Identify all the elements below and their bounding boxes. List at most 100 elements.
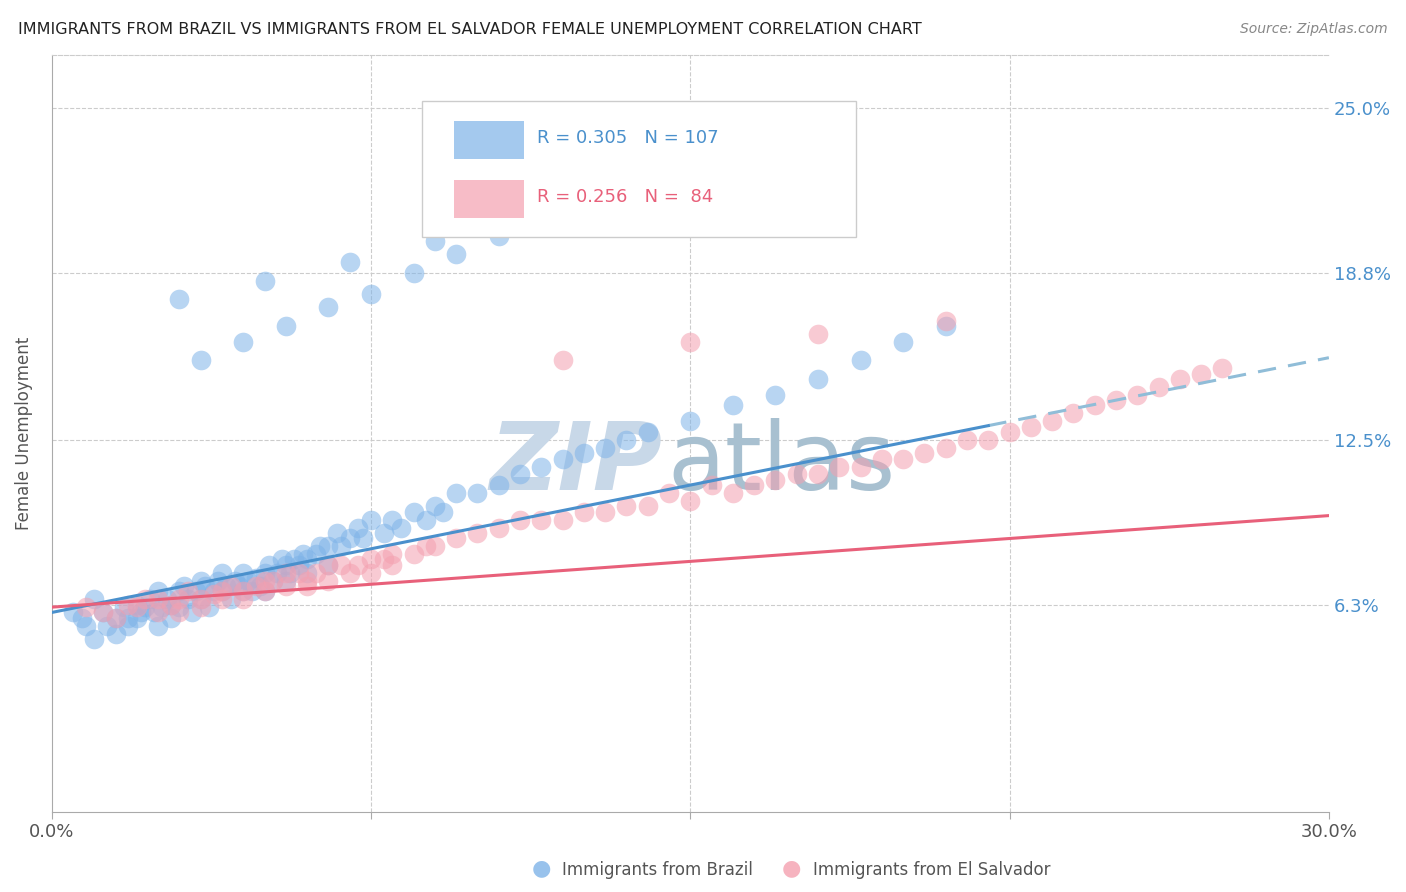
Point [253,274,276,288]
Point [849,459,872,474]
Point [339,566,361,580]
Point [551,353,574,368]
Point [347,558,370,572]
Point [488,478,510,492]
Point [373,552,395,566]
Point [1019,419,1042,434]
Text: Source: ZipAtlas.com: Source: ZipAtlas.com [1240,22,1388,37]
FancyBboxPatch shape [454,121,524,159]
Text: R = 0.256   N =  84: R = 0.256 N = 84 [537,188,713,206]
Point [935,313,957,327]
Point [295,579,318,593]
Point [467,525,489,540]
Point [190,574,212,588]
Point [190,592,212,607]
Point [232,584,254,599]
Point [278,566,301,580]
Point [194,579,217,593]
Y-axis label: Female Unemployment: Female Unemployment [15,336,32,530]
Point [253,574,276,588]
Point [104,626,127,640]
Point [637,500,659,514]
Point [104,611,127,625]
Point [488,520,510,534]
Point [318,539,340,553]
Point [330,539,353,553]
Point [373,525,395,540]
Point [211,584,233,599]
Point [62,606,84,620]
Point [318,558,340,572]
Point [219,579,242,593]
Point [360,566,382,580]
Point [236,574,259,588]
Point [488,228,510,243]
Point [274,558,297,572]
Point [96,619,118,633]
Point [742,478,765,492]
Point [160,598,183,612]
Text: R = 0.305   N = 107: R = 0.305 N = 107 [537,129,718,147]
Point [977,433,1000,447]
Point [402,266,425,280]
Point [637,425,659,439]
Point [360,287,382,301]
Point [117,598,139,612]
Text: ●: ● [531,859,551,879]
Point [339,255,361,269]
Point [138,592,160,607]
Point [330,558,353,572]
Point [423,234,446,248]
Point [287,566,309,580]
Point [148,592,170,607]
Point [891,451,914,466]
Point [305,547,328,561]
Point [142,606,165,620]
Point [765,388,787,402]
Point [148,619,170,633]
Point [291,547,314,561]
Point [169,600,191,615]
Point [253,584,276,599]
Point [807,467,830,482]
Point [117,611,139,625]
Point [169,592,191,607]
Point [828,459,851,474]
Point [721,486,744,500]
Point [177,584,200,599]
Point [381,512,404,526]
Point [551,451,574,466]
Point [211,592,233,607]
Point [134,592,156,607]
Point [1189,367,1212,381]
Text: atlas: atlas [668,417,896,509]
Point [444,531,467,545]
Text: Immigrants from Brazil: Immigrants from Brazil [562,861,754,879]
Point [721,399,744,413]
Point [129,606,152,620]
Point [339,531,361,545]
Point [215,579,238,593]
Text: ●: ● [782,859,801,879]
Point [295,552,318,566]
Point [190,353,212,368]
Point [274,574,297,588]
Point [891,334,914,349]
Point [169,606,191,620]
FancyBboxPatch shape [422,101,856,236]
Point [786,467,808,482]
Point [295,574,318,588]
Point [679,414,702,428]
Point [935,441,957,455]
Point [125,611,148,625]
Point [1126,388,1149,402]
Point [914,446,936,460]
Point [283,552,305,566]
Point [658,486,681,500]
Point [274,579,297,593]
Point [169,293,191,307]
Point [765,473,787,487]
Point [551,512,574,526]
Point [257,558,280,572]
Point [181,606,204,620]
